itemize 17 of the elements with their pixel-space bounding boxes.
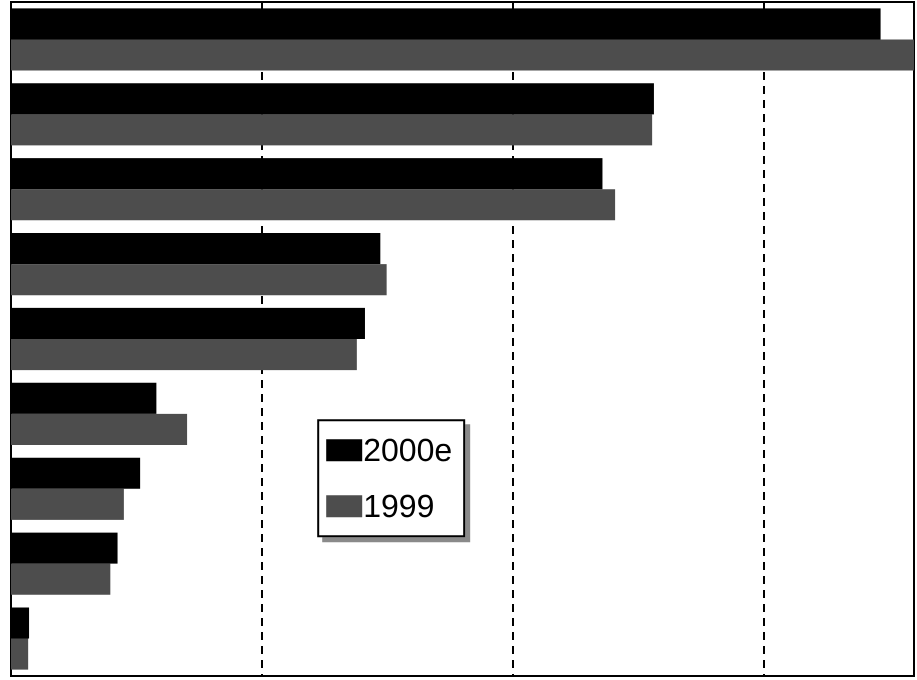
bar [11, 564, 110, 595]
bar [11, 458, 140, 489]
bar [11, 339, 357, 370]
legend-label: 1999 [363, 488, 434, 524]
bar [11, 189, 616, 220]
bar [11, 638, 28, 670]
bar [11, 39, 914, 71]
legend-label: 2000e [363, 432, 452, 468]
bar [11, 382, 156, 414]
bar [11, 308, 365, 339]
bar [11, 83, 654, 114]
bar [11, 607, 30, 639]
bar [11, 264, 387, 296]
bar [11, 114, 652, 146]
bar [11, 532, 118, 564]
bar [11, 414, 188, 445]
bar [11, 488, 124, 520]
